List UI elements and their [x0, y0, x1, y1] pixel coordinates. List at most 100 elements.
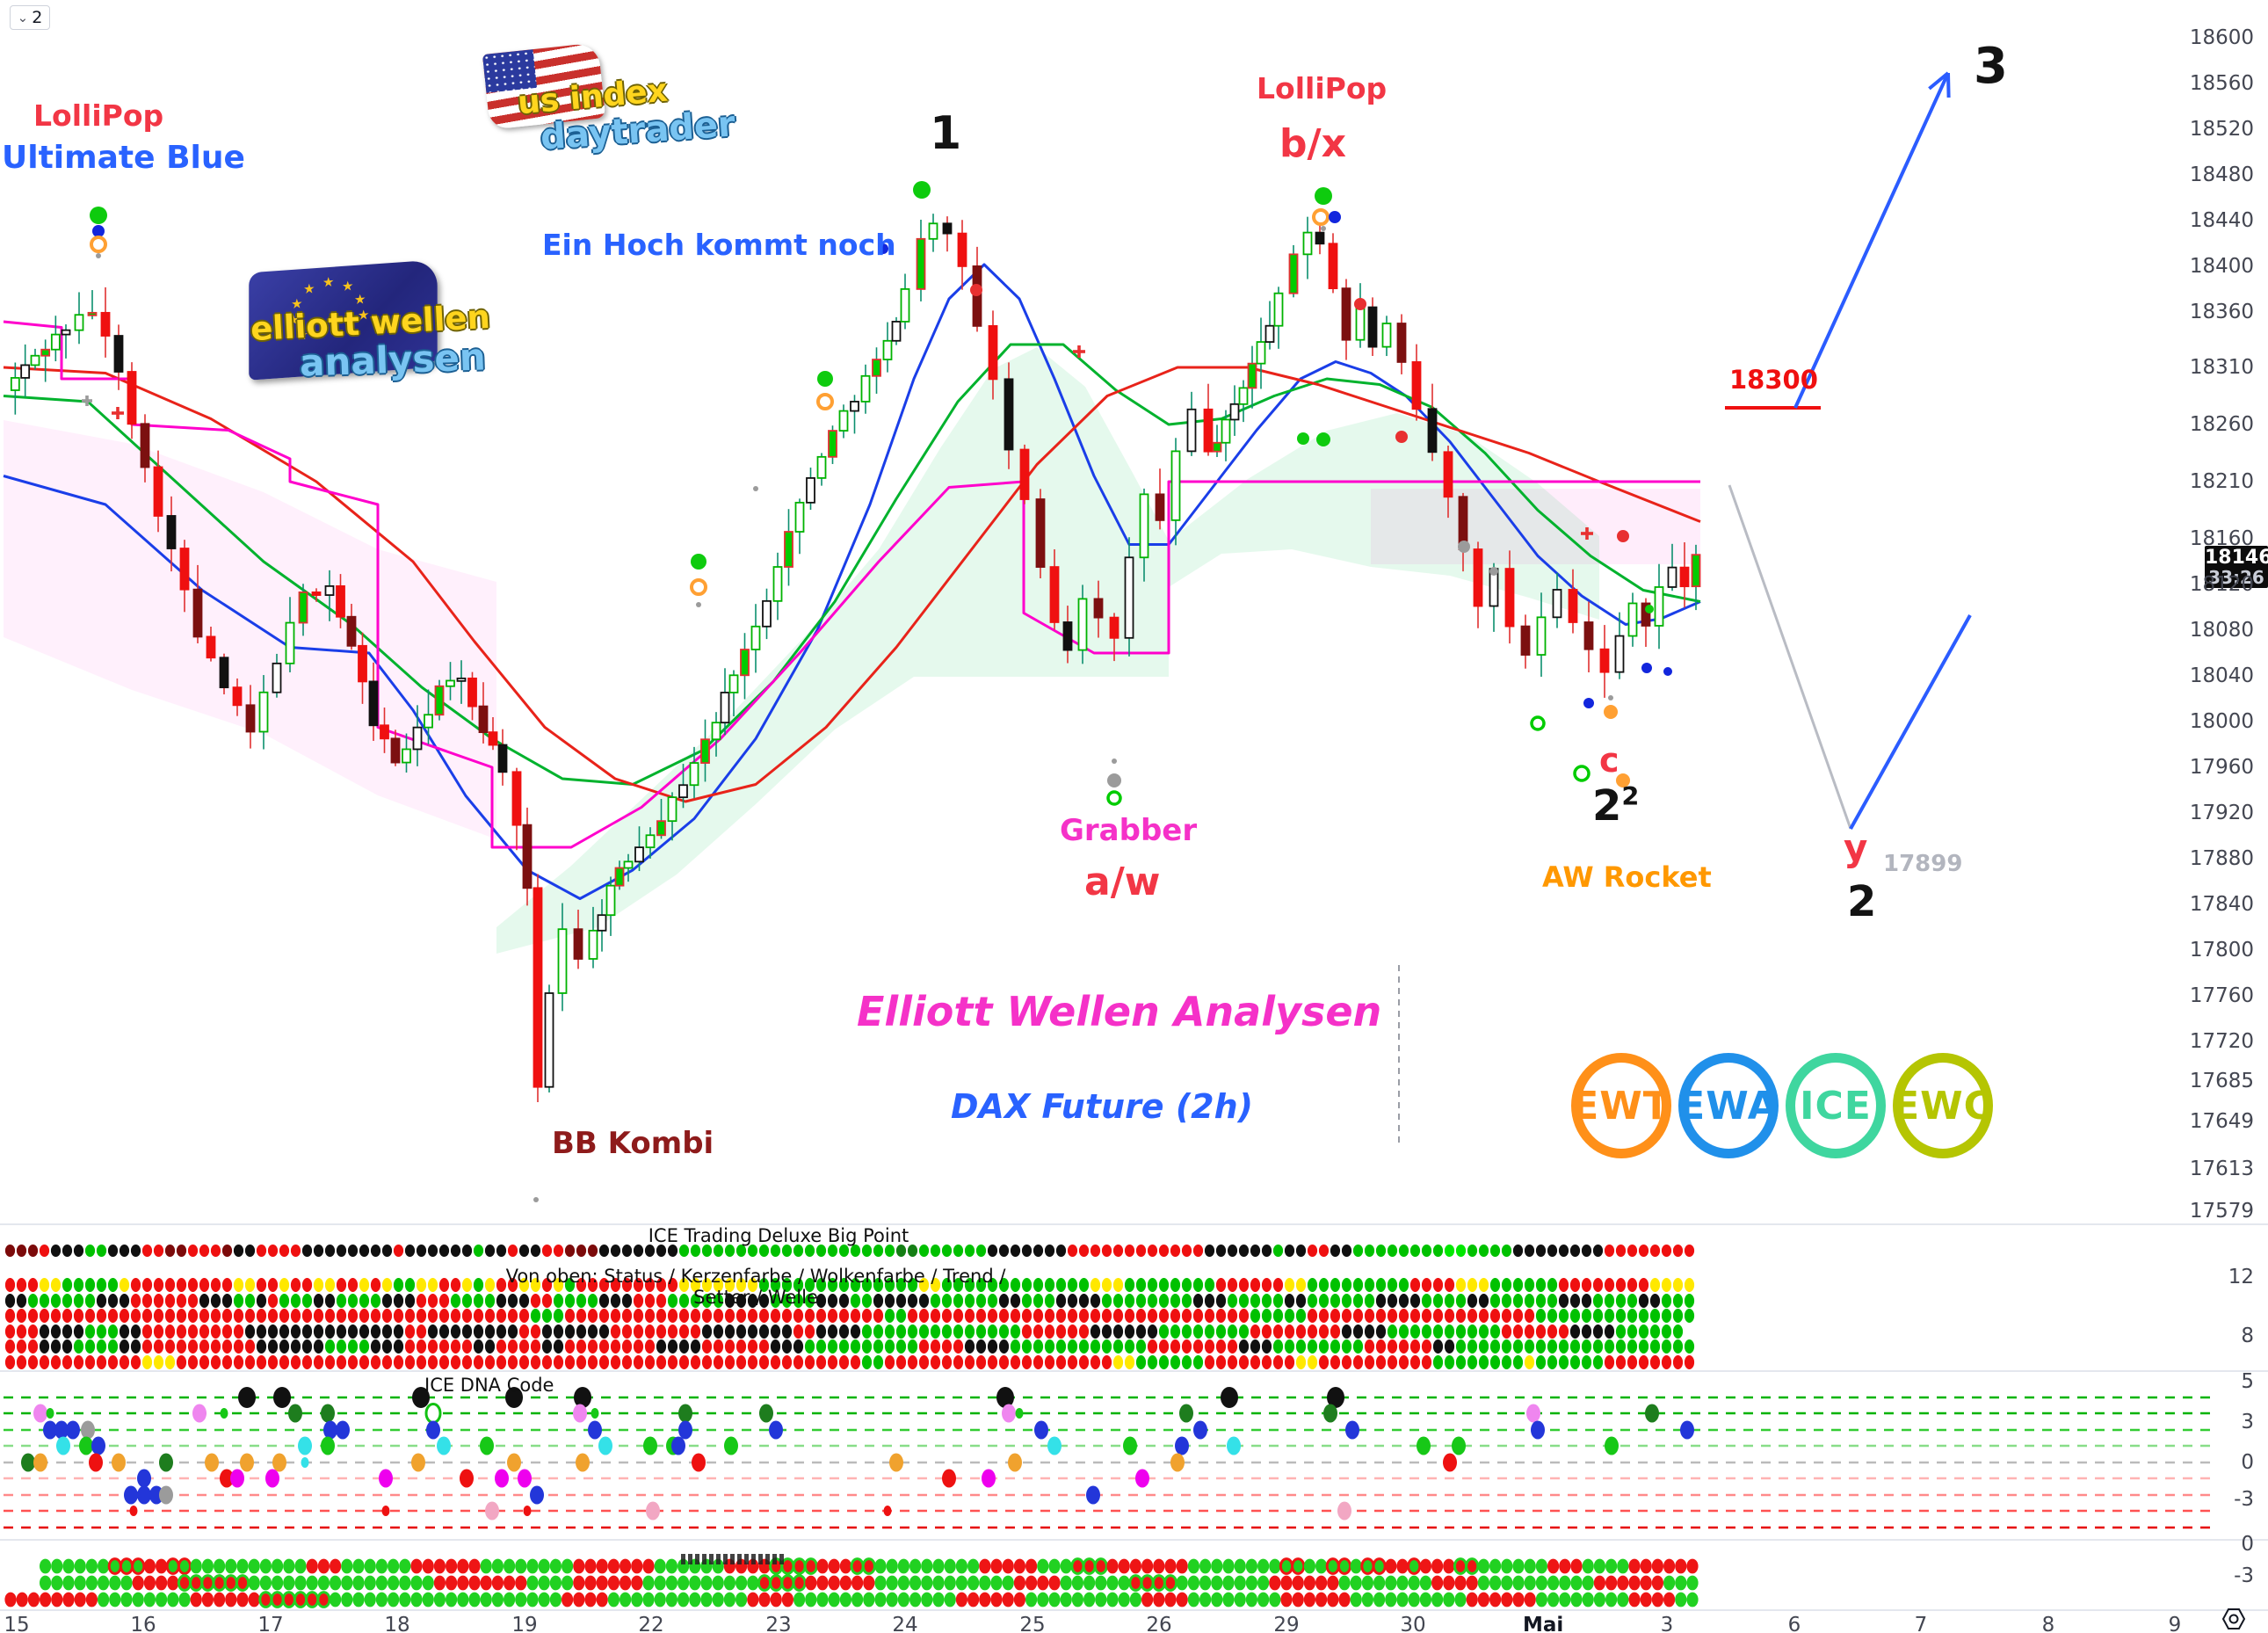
candle-body — [588, 929, 598, 960]
panel3-dot — [1385, 1558, 1397, 1574]
label-lollipop-bx[interactable]: LolliPop — [1257, 71, 1388, 105]
panel1-dot — [701, 1309, 713, 1323]
panel3-dot — [422, 1558, 434, 1574]
panel1-dot — [1444, 1245, 1455, 1257]
panel1-dot — [381, 1245, 393, 1257]
panel1-dot — [1170, 1339, 1181, 1354]
label-c[interactable]: c — [1599, 741, 1619, 780]
panel1-dot — [221, 1309, 233, 1323]
panel1-dot — [1295, 1355, 1307, 1369]
panel1-dot — [804, 1245, 815, 1257]
panel1-dot — [644, 1355, 656, 1369]
panel1-dot — [530, 1309, 541, 1323]
panel3-dot — [235, 1574, 250, 1592]
panel1-dot — [233, 1339, 244, 1354]
panel1-dot — [416, 1339, 427, 1354]
candle-body — [434, 685, 445, 716]
label-aw[interactable]: a/w — [1084, 860, 1161, 904]
panel1-dot — [1661, 1278, 1672, 1292]
panel3-dot — [1350, 1558, 1362, 1574]
candle-body — [166, 515, 177, 549]
panel1-dot — [1615, 1294, 1627, 1308]
label-ultimate-blue[interactable]: Ultimate Blue — [2, 140, 245, 176]
panel1-dot — [1535, 1325, 1547, 1339]
label-bx[interactable]: b/x — [1279, 121, 1346, 166]
panel3-dot — [1245, 1558, 1257, 1574]
panel3-dot — [955, 1558, 967, 1574]
panel1-dot — [313, 1325, 324, 1339]
panel3-dot — [607, 1575, 620, 1591]
panel1-dot — [130, 1325, 141, 1339]
label-ein-hoch[interactable]: Ein Hoch kommt noch — [542, 228, 896, 262]
panel1-dot — [393, 1339, 404, 1354]
panel1-dot — [164, 1355, 176, 1369]
label-wave-3[interactable]: 3 — [1974, 38, 2008, 95]
label-level-18300[interactable]: 18300 — [1729, 365, 1818, 395]
panel3-title-obscured — [681, 1554, 785, 1564]
label-bb-kombi[interactable]: BB Kombi — [552, 1126, 714, 1161]
panel1-dot — [781, 1245, 793, 1257]
price-tick: 17800 — [2189, 939, 2254, 962]
panel3-dot — [700, 1575, 713, 1591]
dna-dot — [1015, 1408, 1024, 1419]
panel1-dot — [324, 1245, 336, 1257]
panel3-dot — [1524, 1558, 1536, 1574]
label-lollipop-ultimate[interactable]: LolliPop — [33, 98, 164, 133]
panel1-dot — [1604, 1278, 1615, 1292]
panel1-dot — [1592, 1339, 1604, 1354]
panel1-dot — [1307, 1309, 1318, 1323]
panel3-dot — [1128, 1574, 1143, 1592]
candle-body — [87, 311, 98, 316]
panel1-dot — [678, 1355, 690, 1369]
label-wave-1[interactable]: 1 — [930, 107, 962, 160]
label-aw-rocket[interactable]: AW Rocket — [1542, 860, 1712, 894]
panel1-dot — [438, 1325, 450, 1339]
panel1-dot — [313, 1355, 324, 1369]
panel3-dot — [874, 1592, 887, 1608]
panel1-dot — [1318, 1355, 1330, 1369]
dna-dot — [495, 1469, 509, 1488]
panel3-dot — [1443, 1558, 1455, 1574]
label-wave-2[interactable]: 2 — [1847, 877, 1877, 926]
panel3-dot — [200, 1574, 215, 1592]
candle-body — [784, 531, 793, 568]
panel3-dot — [468, 1575, 481, 1591]
candle-body — [272, 662, 282, 693]
label-y[interactable]: y — [1844, 826, 1868, 869]
panel1-dot — [1444, 1355, 1455, 1369]
candle-body — [1520, 625, 1531, 656]
panel1-dot — [1684, 1355, 1695, 1369]
label-grabber[interactable]: Grabber — [1060, 813, 1198, 848]
panel1-dot — [1124, 1355, 1135, 1369]
label-wave-2-2[interactable]: 22 — [1592, 784, 1639, 827]
panel1-dot — [1010, 1325, 1021, 1339]
price-tick: -3 — [2234, 1564, 2254, 1587]
panel3-dot — [932, 1558, 945, 1574]
panel1-dot — [598, 1309, 610, 1323]
panel1-dot — [1547, 1278, 1558, 1292]
panel3-dot — [781, 1592, 794, 1608]
panel1-dot — [987, 1355, 998, 1369]
panel3-dot — [352, 1592, 365, 1608]
panel3-dot — [1477, 1575, 1489, 1591]
panel1-dot — [1421, 1278, 1432, 1292]
panel1-dot — [324, 1339, 336, 1354]
panel3-dot — [863, 1575, 875, 1591]
panel1-dot — [1421, 1245, 1432, 1257]
session-settings-icon[interactable] — [2217, 1607, 2252, 1633]
panel1-dot — [244, 1339, 256, 1354]
indicators-collapse-chip[interactable]: ⌄ 2 — [10, 5, 50, 30]
panel1-dot — [484, 1309, 496, 1323]
panel1-dot — [1672, 1325, 1684, 1339]
panel1-dot — [1067, 1245, 1078, 1257]
panel1-dot — [233, 1309, 244, 1323]
panel1-dot — [1330, 1278, 1341, 1292]
g-dot-marker — [1315, 187, 1332, 205]
price-tick: 18520 — [2189, 118, 2254, 141]
panel3-dot — [967, 1575, 980, 1591]
panel1-dot — [758, 1355, 770, 1369]
panel3-dot — [538, 1592, 550, 1608]
panel1-dot — [621, 1278, 633, 1292]
panel1-dot — [633, 1355, 644, 1369]
